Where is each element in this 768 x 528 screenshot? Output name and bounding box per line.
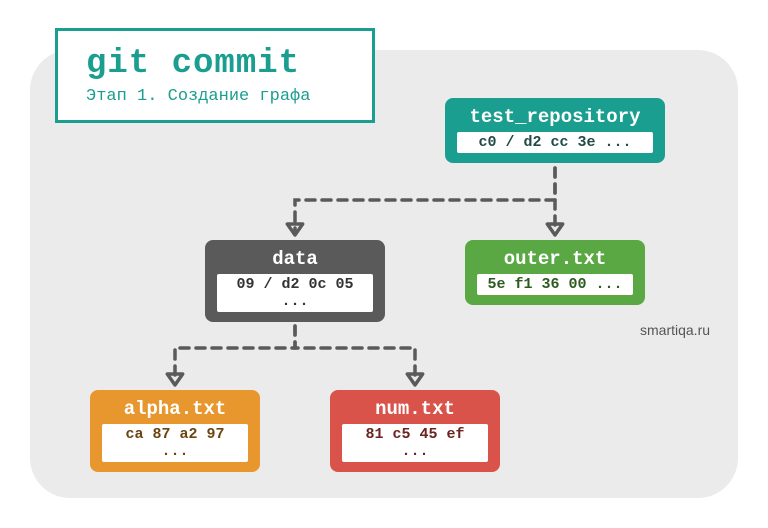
node-num-label: num.txt xyxy=(342,398,488,420)
node-outer-hash: 5e f1 36 00 ... xyxy=(477,274,633,295)
node-alpha-label: alpha.txt xyxy=(102,398,248,420)
node-data-label: data xyxy=(217,248,373,270)
node-num-hash: 81 c5 45 ef ... xyxy=(342,424,488,462)
node-data-hash: 09 / d2 0c 05 ... xyxy=(217,274,373,312)
node-alpha-hash: ca 87 a2 97 ... xyxy=(102,424,248,462)
title-subtitle: Этап 1. Создание графа xyxy=(86,87,344,106)
node-root-hash: c0 / d2 cc 3e ... xyxy=(457,132,653,153)
node-root: test_repository c0 / d2 cc 3e ... xyxy=(445,98,665,163)
title-box: git commit Этап 1. Создание графа xyxy=(55,28,375,123)
node-num: num.txt 81 c5 45 ef ... xyxy=(330,390,500,472)
title-main: git commit xyxy=(86,45,344,83)
node-alpha: alpha.txt ca 87 a2 97 ... xyxy=(90,390,260,472)
attribution: smartiqa.ru xyxy=(640,322,710,338)
node-root-label: test_repository xyxy=(457,106,653,128)
node-outer: outer.txt 5e f1 36 00 ... xyxy=(465,240,645,305)
node-data: data 09 / d2 0c 05 ... xyxy=(205,240,385,322)
node-outer-label: outer.txt xyxy=(477,248,633,270)
